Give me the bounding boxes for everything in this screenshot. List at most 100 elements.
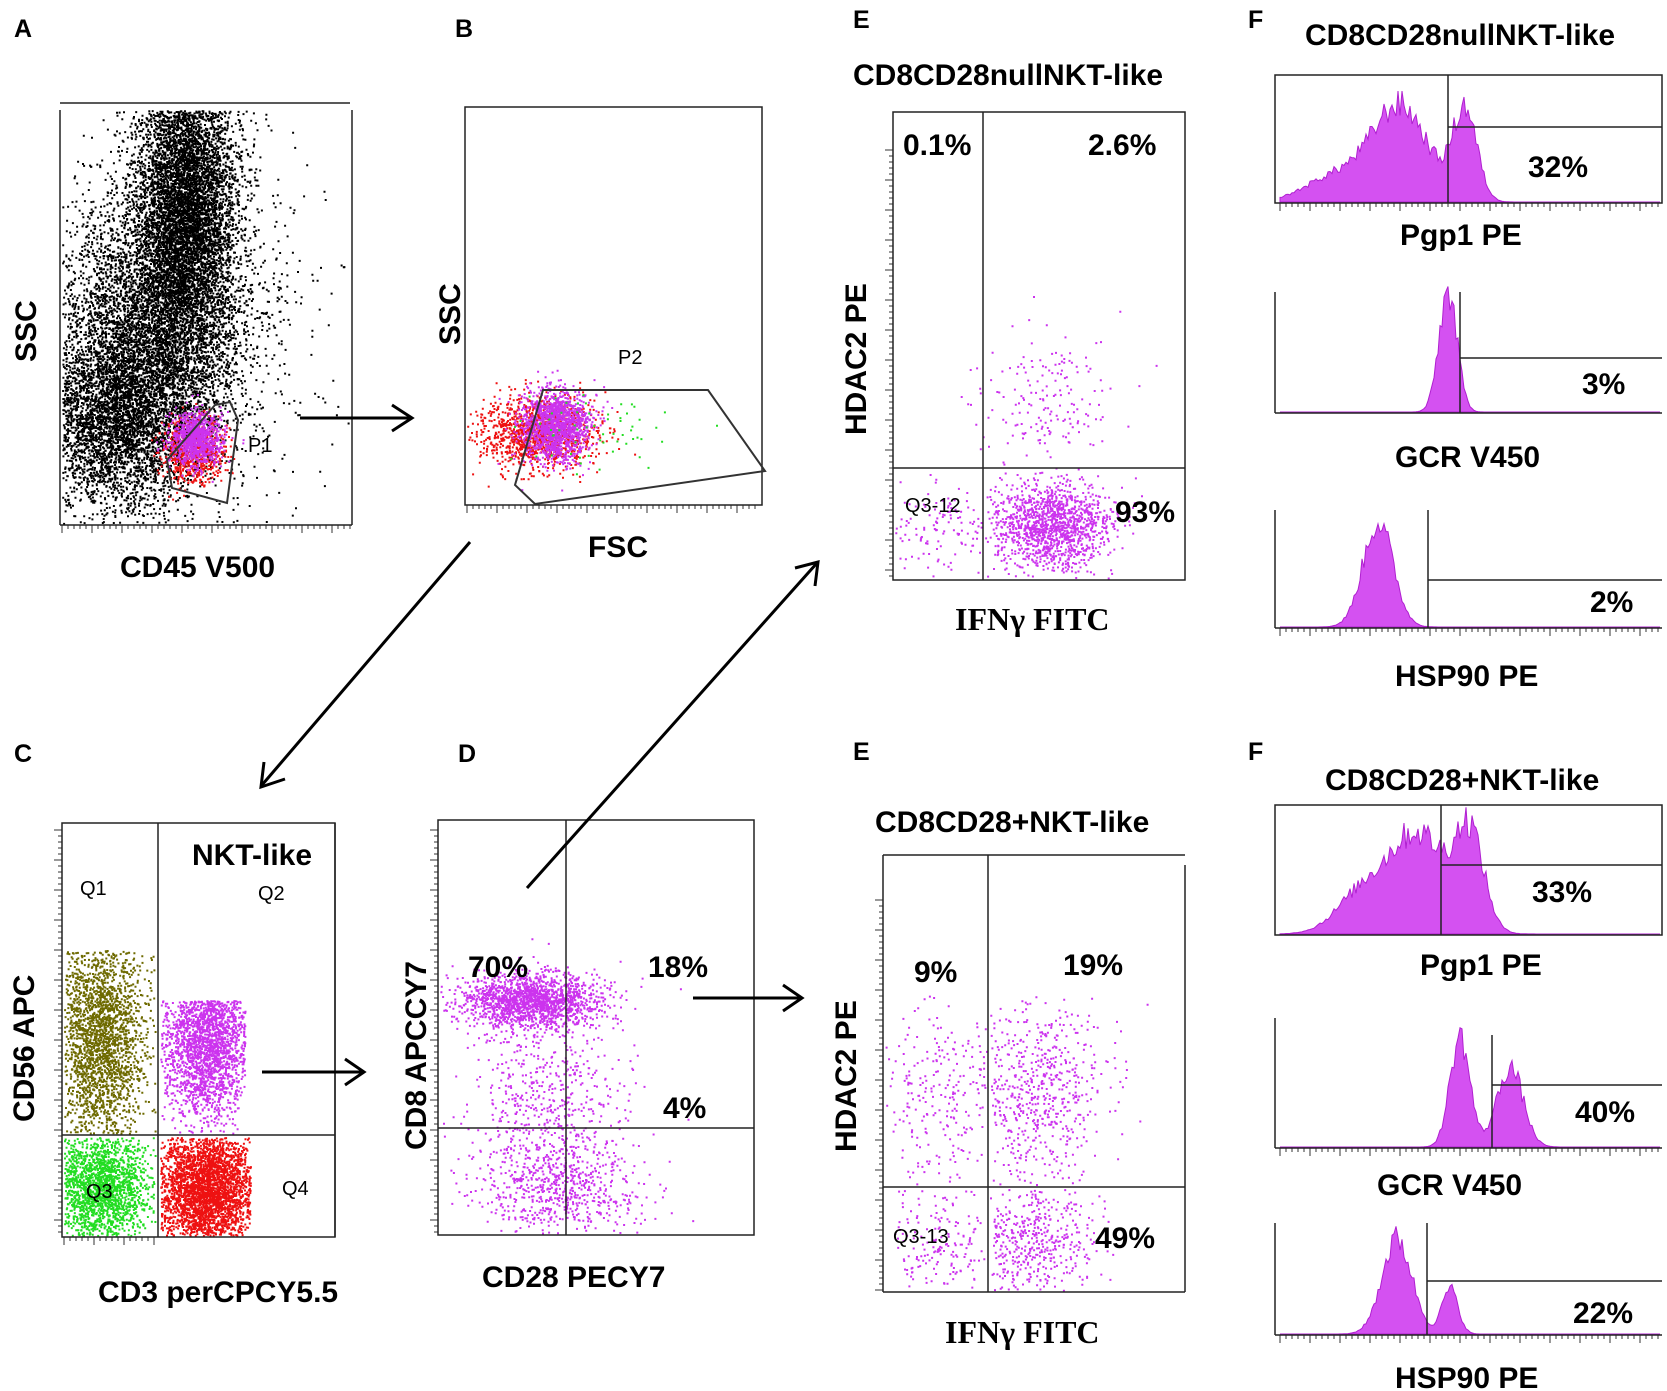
hist-pgp1-bot: [1279, 807, 1660, 935]
panel-label-c: C: [14, 740, 32, 768]
arrow-d-to-e-top: [525, 559, 820, 889]
x-axis-label: HSP90 PE: [1395, 1362, 1538, 1391]
hist-pgp1-top: [1279, 91, 1660, 203]
y-axis-label: SSC: [434, 283, 467, 345]
quadrant-q1: Q1: [80, 878, 107, 900]
histogram-pgp1: 32% Pgp1 PE: [1274, 74, 1663, 252]
pct-upper-right: 2.6%: [1088, 129, 1156, 162]
panel-label-e: E: [853, 738, 870, 766]
ticks-x-f2c: [1279, 1335, 1659, 1343]
pct-label: 3%: [1582, 368, 1625, 401]
ticks-y-d: [430, 829, 438, 1233]
pct-label: 32%: [1528, 151, 1588, 184]
panel-title: CD8CD28nullNKT-like: [1305, 19, 1615, 52]
panel-title: CD8CD28+NKT-like: [875, 806, 1149, 839]
panel-a: A P1 CD45 V500 SSC: [10, 15, 353, 584]
panel-label-f: F: [1248, 738, 1263, 766]
x-axis-label: Pgp1 PE: [1400, 219, 1522, 252]
x-axis-label: HSP90 PE: [1395, 660, 1538, 693]
dot-cloud-magenta-b: [497, 369, 614, 492]
x-axis-label: CD28 PECY7: [482, 1261, 665, 1294]
dot-cloud-red-b: [467, 379, 637, 488]
panel-d: D 70% 18% 4% CD28 PECY7 CD8 APCCY7: [400, 740, 755, 1294]
arrow-a-to-b: [300, 403, 415, 433]
ticks-x-f1c: [1279, 628, 1659, 636]
histogram-pgp1: 33% Pgp1 PE: [1274, 804, 1663, 982]
y-axis-label: SSC: [10, 300, 43, 362]
arrow-c-to-d: [262, 1057, 367, 1087]
dot-cloud-cd8-spread: [443, 938, 691, 1235]
gate-label-p2: P2: [618, 347, 642, 369]
gate-p2: [513, 389, 767, 506]
dot-cloud-magenta-a: [156, 394, 245, 483]
dot-cloud-green-b: [510, 394, 718, 476]
dot-cloud-e-bot-ur: [990, 996, 1149, 1186]
dot-cloud-e-top-sparse: [960, 296, 1158, 528]
quadrant-q3: Q3: [86, 1181, 113, 1203]
histogram-hsp90: 2% HSP90 PE: [1274, 510, 1662, 693]
panel-label-e: E: [853, 6, 870, 34]
panel-label-f: F: [1248, 6, 1263, 34]
y-axis-label: CD8 APCCY7: [400, 961, 433, 1150]
dot-cloud-lower-a: [62, 279, 256, 525]
panel-e-bottom: E CD8CD28+NKT-like 9% 19% 49% Q3-13 IFNγ…: [830, 738, 1186, 1350]
gate-label: Q3-12: [905, 495, 961, 517]
ticks-y-e1: [885, 149, 893, 577]
panel-label-d: D: [458, 740, 476, 768]
dot-cloud-e-top-left: [895, 474, 983, 578]
plot-frame: [437, 819, 755, 1236]
ticks-x-f1a: [1279, 203, 1659, 211]
panel-c: C NKT-like Q1 Q2 Q3 Q4 CD3 perCPCY5.5 CD…: [8, 740, 338, 1309]
x-axis-label: CD3 perCPCY5.5: [98, 1276, 338, 1309]
pct-label: 40%: [1575, 1096, 1635, 1129]
dot-cloud-q1: [64, 950, 157, 1135]
panel-title: CD8CD28+NKT-like: [1325, 764, 1599, 797]
arrow-b-to-c: [259, 541, 472, 790]
x-axis-label: IFNγ FITC: [945, 1314, 1100, 1350]
dot-cloud-q4: [160, 1137, 252, 1237]
dot-cloud-q2: [160, 1000, 247, 1135]
arrows: [259, 403, 820, 1087]
pct-upper-left: 0.1%: [903, 129, 971, 162]
x-axis-label: Pgp1 PE: [1420, 949, 1542, 982]
pct-label: 22%: [1573, 1297, 1633, 1330]
pct-lower-right: 49%: [1095, 1222, 1155, 1255]
nkt-like-title: NKT-like: [192, 839, 312, 872]
dot-clouds: [62, 110, 1158, 1292]
pct-label: 33%: [1532, 876, 1592, 909]
hist-gcr-bot: [1280, 1027, 1660, 1148]
gate-label: Q3-13: [893, 1226, 949, 1248]
dot-cloud-q3: [64, 1137, 157, 1237]
arrow-d-to-e-bottom: [693, 983, 805, 1013]
panel-title: CD8CD28nullNKT-like: [853, 59, 1163, 92]
pct-lower-right: 93%: [1115, 496, 1175, 529]
x-axis-label: GCR V450: [1377, 1169, 1522, 1202]
panel-f-bottom: F CD8CD28+NKT-like 33% Pgp1 PE 40% GCR V…: [1248, 738, 1663, 1391]
quadrant-q4: Q4: [282, 1178, 309, 1200]
dot-cloud-cd8-low: [451, 1120, 695, 1234]
ticks-x-f2b: [1279, 1148, 1659, 1156]
quadrant-q2: Q2: [258, 883, 285, 905]
hist-hsp90-top: [1280, 521, 1660, 628]
histogram-gcr: 3% GCR V450: [1274, 292, 1662, 474]
pct-upper-right: 18%: [648, 951, 708, 984]
panel-b: B P2 FSC SSC: [434, 15, 767, 564]
histograms: [54, 91, 1660, 1343]
y-axis-label: HDAC2 PE: [840, 283, 873, 435]
dot-cloud-e-bot-lr: [990, 1189, 1115, 1292]
ticks-x-b: [466, 505, 756, 513]
pct-label: 2%: [1590, 586, 1633, 619]
ticks-x-c: [63, 1237, 155, 1245]
panel-e-top: E CD8CD28nullNKT-like 0.1% 2.6% 93% Q3-1…: [840, 6, 1186, 637]
panel-label-a: A: [14, 15, 32, 43]
panel-label-b: B: [455, 15, 473, 43]
y-axis-label: CD56 APC: [8, 975, 41, 1122]
pct-lower-right: 4%: [663, 1092, 706, 1125]
pct-upper-left: 9%: [914, 956, 957, 989]
pct-upper-right: 19%: [1063, 949, 1123, 982]
gate-p1: [165, 400, 240, 505]
x-axis-label: IFNγ FITC: [955, 601, 1110, 637]
dot-cloud-cd8-high: [440, 956, 682, 1042]
x-axis-label: FSC: [588, 531, 648, 564]
